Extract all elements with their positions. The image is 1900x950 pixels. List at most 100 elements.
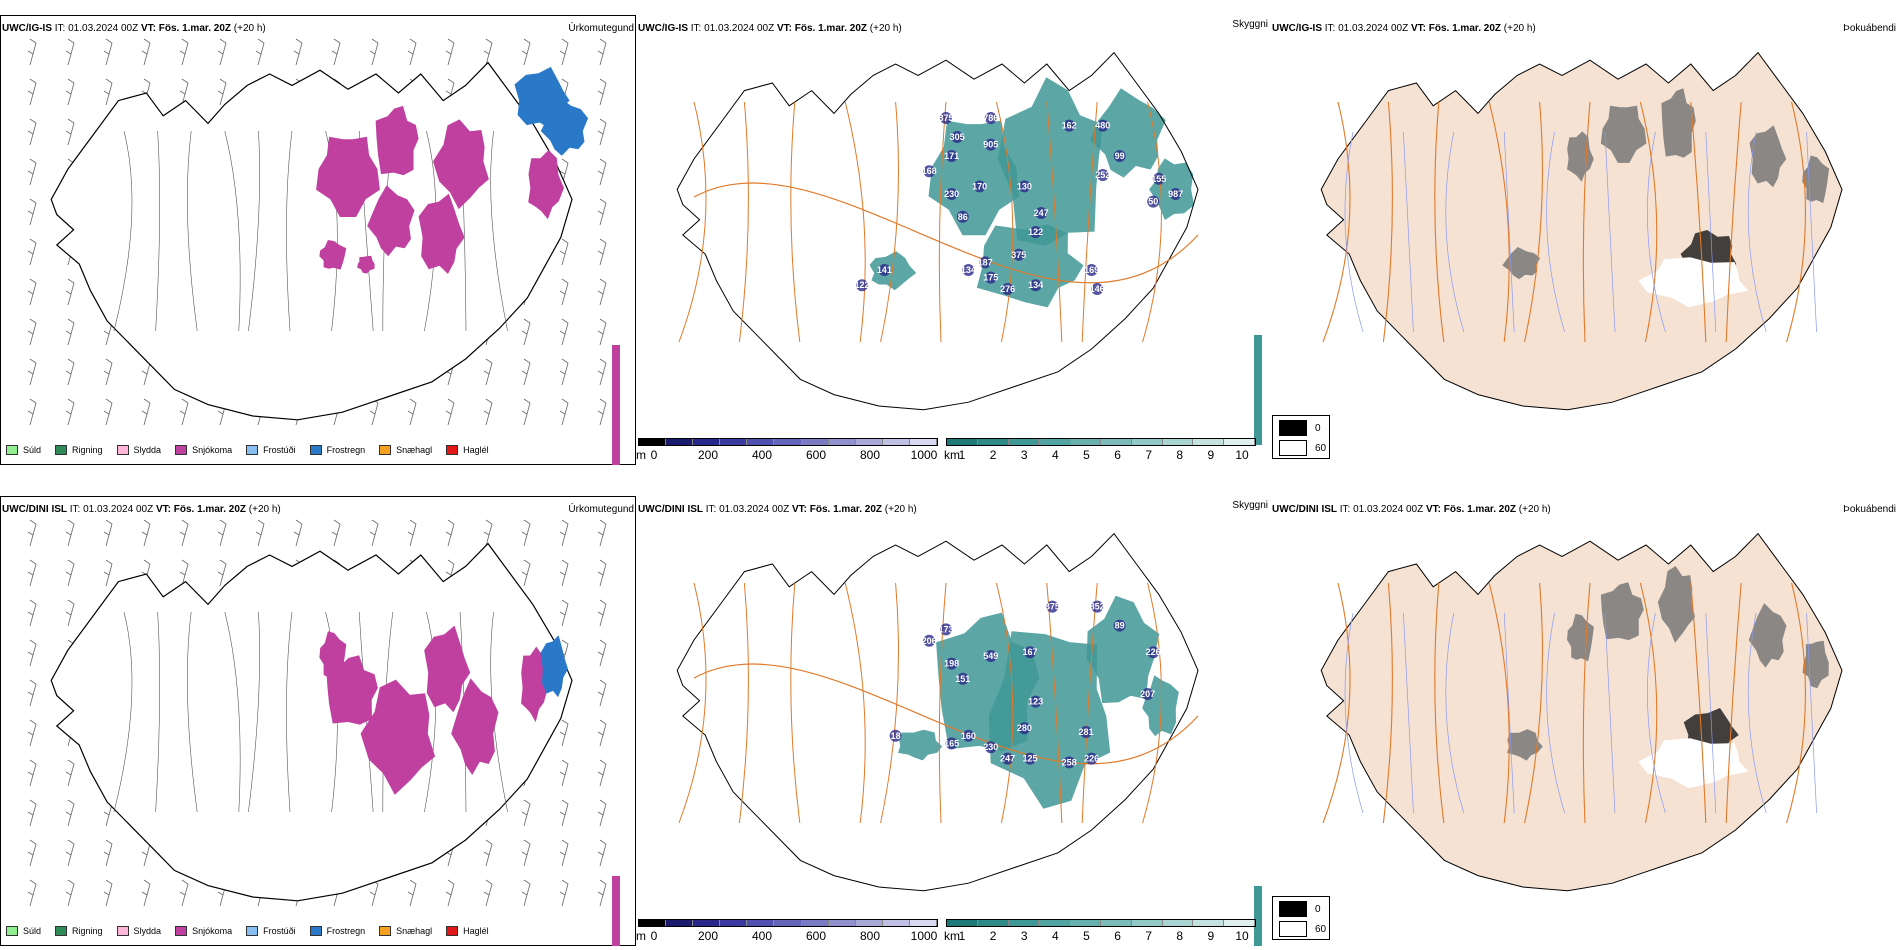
- vis-marker: [956, 672, 969, 685]
- wind-barb: [559, 278, 569, 306]
- wind-barb: [483, 398, 493, 426]
- wind-barb: [27, 78, 37, 106]
- road-line: [1382, 101, 1393, 343]
- wind-barb: [27, 398, 37, 426]
- panel-name-visibility: Skyggni: [1232, 19, 1268, 30]
- road-line: [1434, 582, 1445, 824]
- legend-label: Haglél: [463, 926, 489, 936]
- legend-label: Snæhagl: [396, 445, 433, 455]
- scale-tick: 9: [1207, 929, 1215, 943]
- visibility-panel-ig-is: UWC/IG-IS IT: 01.03.2024 00Z VT: Fös. 1.…: [636, 15, 1276, 465]
- road-line: [1639, 101, 1658, 343]
- wind-barb: [65, 759, 75, 787]
- wind-barb: [27, 278, 37, 306]
- scale-tick: 8: [1176, 448, 1184, 462]
- vis-label: 375: [938, 113, 953, 123]
- vis-label: 226: [1084, 754, 1099, 764]
- vis-label: 134: [1028, 280, 1043, 290]
- glacier-area: [1638, 738, 1749, 789]
- vis-marker: [1096, 169, 1109, 181]
- fog-swatch: [1279, 440, 1307, 456]
- scale-tick: 400: [751, 929, 773, 943]
- road-line: [1488, 582, 1510, 824]
- vis-marker: [1024, 752, 1036, 765]
- model-name: UWC/DINI ISL: [2, 504, 67, 515]
- vis-marker: [1080, 726, 1092, 738]
- terrain-line: [155, 611, 160, 813]
- vis-marker: [984, 138, 997, 151]
- vis-label: 905: [983, 140, 998, 150]
- colorbar-step: [639, 920, 667, 926]
- vis-marker: [1147, 195, 1160, 208]
- model-name: UWC/DINI ISL: [638, 504, 703, 515]
- scale-tick: 9: [1207, 448, 1215, 462]
- glacier-area: [1638, 257, 1749, 308]
- snowfall-area: [418, 193, 465, 274]
- precip-legend: Súld Rigning Slydda Snjókoma Frostúði Frostre…: [6, 441, 489, 459]
- fog-panel-dini: UWC/DINI ISL IT: 01.03.2024 00Z VT: Fös.…: [1270, 496, 1900, 946]
- vis-label: 252: [1095, 170, 1110, 180]
- scale-tick: 800: [859, 929, 881, 943]
- vis-marker: [1152, 172, 1165, 185]
- wind-barb: [597, 318, 607, 346]
- wind-barb: [141, 38, 151, 66]
- distance-scale-dini: km 1 2 3 4 5 6 7 8 9 10: [944, 919, 1272, 949]
- scale-tick: 10: [1235, 448, 1249, 462]
- river-line: [1747, 612, 1767, 814]
- legend-label: Haglél: [463, 445, 489, 455]
- wind-barb: [483, 38, 493, 66]
- river-line: [1445, 131, 1465, 333]
- wind-barb: [445, 879, 455, 907]
- road-line: [738, 582, 749, 824]
- snowfall-area: [319, 631, 347, 679]
- wind-barb: [65, 839, 75, 867]
- vis-marker: [1091, 600, 1104, 613]
- terrain-line: [248, 611, 260, 813]
- offshore-fog: [1254, 886, 1262, 946]
- snowfall-area: [319, 240, 347, 270]
- iceland-land: [1320, 532, 1843, 892]
- fog-area: [1661, 88, 1696, 158]
- wind-barb: [27, 759, 37, 787]
- wind-barb: [331, 519, 341, 547]
- terrain-line: [113, 611, 133, 813]
- vis-marker: [1024, 646, 1036, 659]
- vis-marker: [1169, 188, 1182, 200]
- wind-barb: [27, 679, 37, 707]
- lead-time: (+20 h): [884, 504, 917, 515]
- panel-name-fog: Þokuábendi: [1843, 504, 1896, 515]
- wind-barb: [65, 358, 75, 386]
- vis-marker: [923, 165, 936, 178]
- colorbar-step: [947, 920, 978, 926]
- colorbar-step: [909, 920, 938, 926]
- legend-swatch: [379, 926, 392, 936]
- colorbar-step: [639, 439, 667, 445]
- vis-label: 258: [1062, 757, 1077, 767]
- river-line: [1747, 131, 1767, 333]
- wind-barb: [103, 879, 113, 907]
- vis-marker: [1141, 688, 1154, 700]
- it-label: IT:: [69, 504, 81, 515]
- vis-marker: [945, 737, 958, 750]
- precip-frame: [0, 15, 636, 465]
- wind-barb: [179, 559, 189, 587]
- colorbar: [638, 438, 938, 446]
- model-name: UWC/DINI ISL: [1272, 504, 1337, 515]
- scale-tick: 3: [1020, 929, 1028, 943]
- river-line: [1403, 612, 1414, 814]
- wind-barb: [141, 398, 151, 426]
- fog-swatch: [1279, 921, 1307, 937]
- scale-tick: 800: [859, 448, 881, 462]
- panel-title-ig-is-1: UWC/IG-IS IT: 01.03.2024 00Z VT: Fös. 1.…: [2, 23, 266, 34]
- wind-barb: [597, 398, 607, 426]
- vis-marker: [1029, 279, 1042, 292]
- legend-item-5: Frostregn: [309, 926, 365, 936]
- panel-title-dini-1: UWC/DINI ISL IT: 01.03.2024 00Z VT: Fös.…: [2, 504, 281, 515]
- legend-swatch: [116, 926, 129, 936]
- vis-label: 230: [944, 189, 959, 199]
- colorbar-step: [801, 920, 829, 926]
- road-line: [1582, 101, 1591, 343]
- wind-barb: [521, 519, 531, 547]
- precip-frame: [0, 496, 636, 946]
- colorbar-step: [1224, 439, 1255, 445]
